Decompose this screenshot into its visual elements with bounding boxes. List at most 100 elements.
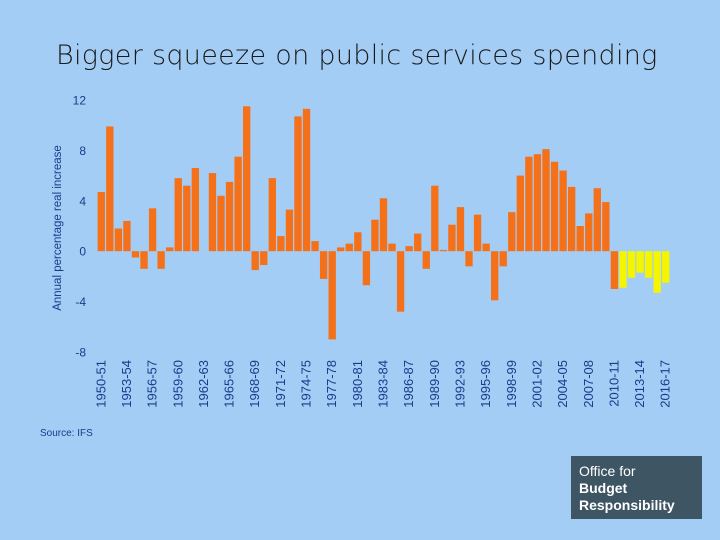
bar-1978-79	[337, 247, 345, 252]
x-tick-label: 1983-84	[376, 360, 391, 408]
bars-group	[97, 106, 670, 340]
y-tick-label: 0	[79, 245, 86, 259]
bar-2015-16	[653, 251, 661, 293]
bar-1991-92	[448, 224, 456, 252]
bar-1972-73	[285, 209, 294, 252]
x-tick-label: 2016-17	[658, 360, 673, 408]
bar-2000-01	[525, 156, 533, 252]
y-tick-label: -4	[75, 295, 86, 309]
bar-1953-54	[123, 220, 131, 252]
bar-1961-62	[191, 168, 200, 252]
bar-1951-52	[106, 126, 114, 252]
bar-2001-02	[533, 154, 542, 252]
x-tick-labels: 1950-51 1953-54 1956-57 1959-60 1962-63 1965-…	[93, 360, 672, 408]
bar-1963-64	[208, 173, 217, 252]
x-tick-label: 1953-54	[119, 360, 134, 408]
bar-1987-88	[414, 233, 422, 252]
x-tick-label: 1974-75	[299, 360, 314, 408]
y-tick-label: 4	[79, 194, 86, 208]
bar-1954-55	[131, 251, 140, 258]
bar-1984-85	[388, 243, 396, 252]
bar-1976-77	[319, 251, 328, 279]
bar-2011-12	[619, 251, 627, 288]
bar-2007-08	[585, 213, 593, 252]
bar-1960-61	[183, 185, 191, 252]
bar-1967-68	[242, 106, 251, 252]
bar-1993-94	[465, 251, 473, 267]
bar-1988-89	[422, 251, 430, 269]
bar-1979-80	[345, 243, 353, 252]
bar-1950-51	[97, 191, 105, 252]
bar-1990-91	[439, 249, 448, 252]
bar-1965-66	[225, 181, 234, 252]
bar-1995-96	[482, 243, 490, 252]
logo-line-1: Office for	[579, 463, 636, 479]
x-tick-label: 1995-96	[478, 360, 493, 408]
x-tick-label: 1965-66	[222, 360, 237, 408]
bar-1957-58	[157, 251, 165, 269]
bar-1981-82	[362, 251, 371, 286]
logo-line-3: Responsibility	[579, 497, 675, 513]
bar-1958-59	[166, 247, 174, 252]
bar-1983-84	[379, 198, 388, 252]
y-tick-label: 12	[73, 94, 87, 108]
x-tick-label: 1959-60	[170, 360, 185, 408]
bar-1977-78	[328, 251, 336, 340]
obr-logo: Office for Budget Responsibility	[571, 456, 702, 519]
x-tick-label: 1998-99	[504, 360, 519, 408]
bar-2012-13	[627, 251, 636, 278]
bar-1998-99	[508, 212, 516, 252]
x-tick-label: 2007-08	[581, 360, 596, 408]
bar-2016-17	[662, 251, 670, 283]
bar-1989-90	[431, 185, 439, 252]
slide-title: Bigger squeeze on public services spendi…	[56, 40, 658, 71]
bar-1970-71	[268, 178, 276, 252]
x-tick-label: 1968-69	[247, 360, 262, 408]
bar-1973-74	[294, 116, 302, 252]
bar-1986-87	[405, 246, 413, 252]
bar-2014-15	[644, 251, 653, 278]
bar-1975-76	[311, 241, 319, 252]
bar-2004-05	[559, 170, 567, 252]
bar-2005-06	[567, 186, 576, 252]
y-axis-label: Annual percentage real increase	[52, 145, 64, 311]
y-tick-label: -8	[75, 346, 86, 360]
bar-1952-53	[114, 228, 123, 252]
logo-line-2: Budget	[579, 480, 628, 496]
x-tick-label: 1962-63	[196, 360, 211, 408]
bar-1956-57	[148, 208, 157, 252]
bar-1997-98	[499, 251, 507, 267]
bar-1985-86	[396, 251, 405, 312]
bar-1955-56	[140, 251, 148, 269]
bar-1982-83	[371, 219, 379, 252]
x-tick-label: 1986-87	[401, 360, 416, 408]
x-tick-label: 1977-78	[324, 360, 339, 408]
bar-2008-09	[593, 188, 601, 252]
bar-2009-10	[602, 202, 610, 252]
bar-1980-81	[354, 232, 362, 252]
bar-2002-03	[542, 149, 550, 252]
bar-1994-95	[473, 214, 482, 252]
bar-1992-93	[456, 207, 465, 252]
x-tick-label: 1956-57	[145, 360, 160, 408]
x-tick-label: 1992-93	[452, 360, 467, 408]
y-tick-label: 8	[79, 144, 86, 158]
bar-1974-75	[302, 108, 311, 252]
y-tick-labels: 12 8 4 0 -4 -8	[73, 94, 87, 360]
x-tick-label: 2010-11	[606, 360, 621, 407]
bar-1971-72	[277, 236, 285, 252]
bar-1969-70	[260, 251, 268, 266]
x-tick-label: 1950-51	[93, 360, 108, 408]
x-tick-label: 1980-81	[350, 360, 365, 408]
bar-2003-04	[550, 161, 559, 252]
bar-1996-97	[491, 251, 499, 301]
x-tick-label: 2013-14	[632, 360, 647, 408]
bar-1964-65	[217, 195, 225, 252]
bar-1968-69	[251, 251, 259, 271]
x-tick-label: 1971-72	[273, 360, 288, 408]
bar-1966-67	[234, 156, 242, 252]
x-tick-label: 2004-05	[555, 360, 570, 408]
bar-1999-00	[516, 175, 525, 252]
source-note: Source: IFS	[40, 428, 93, 439]
